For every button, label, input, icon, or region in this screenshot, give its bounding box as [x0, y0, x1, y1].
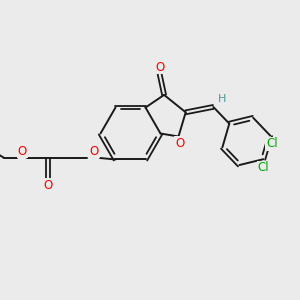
Text: Cl: Cl — [266, 137, 278, 151]
Text: O: O — [18, 145, 27, 158]
Text: H: H — [218, 94, 226, 104]
Text: Cl: Cl — [257, 161, 269, 174]
Text: O: O — [44, 179, 53, 192]
Text: O: O — [155, 61, 164, 74]
Text: O: O — [90, 145, 99, 158]
Text: O: O — [175, 136, 184, 150]
